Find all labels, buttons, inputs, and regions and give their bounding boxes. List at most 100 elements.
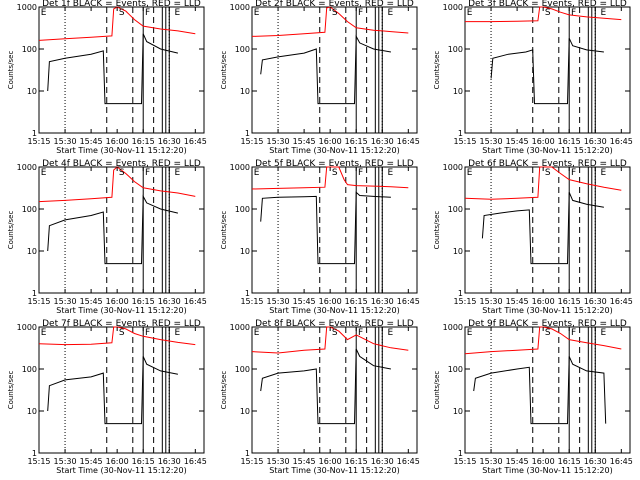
event-marker-label: E [41, 328, 47, 338]
x-tick-label: 16:00 [532, 457, 555, 466]
y-axis-label: Counts/sec [433, 51, 441, 90]
x-tick-label: 16:30 [158, 297, 181, 306]
y-tick-label: 1 [458, 129, 463, 138]
y-tick-label: 100 [448, 205, 463, 214]
y-tick-label: 100 [22, 45, 37, 54]
x-tick-label: 16:30 [371, 137, 394, 146]
x-tick-label: 16:45 [397, 457, 420, 466]
event-marker-label: F [145, 8, 150, 18]
x-tick-label: 16:15 [132, 457, 155, 466]
y-axis-label: Counts/sec [220, 371, 228, 410]
plot-frame [38, 166, 205, 294]
event-marker-label: S [545, 328, 551, 338]
y-tick-label: 1 [245, 129, 250, 138]
series-lld-line [464, 166, 622, 200]
plot-frame [464, 326, 631, 454]
x-tick-label: 16:15 [132, 297, 155, 306]
x-tick-label: 15:15 [453, 137, 476, 146]
series-events-line [490, 38, 604, 105]
event-marker-label: E [41, 168, 47, 178]
event-marker-label: F [145, 168, 150, 178]
y-tick-label: 1000 [17, 163, 37, 172]
x-tick-label: 16:45 [184, 137, 207, 146]
y-tick-label: 10 [240, 407, 250, 416]
y-axis-label: Counts/sec [7, 371, 15, 410]
x-tick-label: 15:15 [27, 297, 50, 306]
event-marker-label: S [545, 8, 551, 18]
y-tick-label: 100 [448, 45, 463, 54]
panel-title: Det 1f BLACK = Events, RED = LLD [42, 0, 201, 9]
x-tick-label: 16:30 [584, 297, 607, 306]
series-events-line [260, 348, 391, 425]
event-marker-label: S [119, 8, 125, 18]
x-tick-label: 15:30 [480, 297, 503, 306]
event-marker-label: E [254, 8, 260, 18]
x-tick-label: 16:45 [184, 297, 207, 306]
event-marker-label: E [467, 168, 473, 178]
x-tick-label: 15:45 [293, 137, 316, 146]
x-axis-label: Start Time (30-Nov-11 15:12:20) [269, 466, 399, 475]
y-tick-label: 10 [240, 87, 250, 96]
y-tick-label: 10 [453, 247, 463, 256]
x-axis-label: Start Time (30-Nov-11 15:12:20) [269, 146, 399, 155]
x-tick-label: 16:00 [106, 457, 129, 466]
series-lld-line [251, 6, 409, 37]
event-marker-label: E [254, 168, 260, 178]
event-marker-label: F [358, 328, 363, 338]
event-marker-label: E [387, 328, 393, 338]
x-tick-label: 16:45 [397, 137, 420, 146]
y-tick-label: 1000 [17, 323, 37, 332]
y-tick-label: 10 [453, 407, 463, 416]
y-tick-label: 1000 [443, 3, 463, 12]
series-lld-line [465, 6, 622, 23]
series-events-line [47, 194, 179, 265]
y-axis-label: Counts/sec [220, 211, 228, 250]
series-events-line [481, 192, 604, 265]
x-tick-label: 16:45 [610, 457, 633, 466]
plot-frame [464, 6, 631, 134]
y-axis-label: Counts/sec [7, 51, 15, 90]
y-tick-label: 1000 [230, 323, 250, 332]
series-events-line [260, 34, 391, 105]
x-tick-label: 15:45 [80, 137, 103, 146]
x-tick-label: 15:45 [293, 297, 316, 306]
x-tick-label: 16:15 [558, 457, 581, 466]
series-lld-line [38, 6, 196, 41]
y-axis-label: Counts/sec [433, 211, 441, 250]
event-marker-label: E [387, 8, 393, 18]
x-tick-label: 16:45 [610, 297, 633, 306]
x-tick-label: 15:30 [267, 297, 290, 306]
y-axis-label: Counts/sec [7, 211, 15, 250]
x-tick-label: 15:15 [453, 297, 476, 306]
x-tick-label: 16:30 [584, 457, 607, 466]
plot-frame [38, 326, 205, 454]
x-tick-label: 16:00 [319, 297, 342, 306]
y-tick-label: 1 [245, 449, 250, 458]
x-axis-label: Start Time (30-Nov-11 15:12:20) [56, 466, 186, 475]
x-tick-label: 15:30 [54, 297, 77, 306]
series-lld-line [38, 326, 196, 346]
x-tick-label: 16:30 [158, 457, 181, 466]
y-tick-label: 1000 [230, 3, 250, 12]
event-marker-label: F [358, 168, 363, 178]
x-tick-label: 16:00 [532, 137, 555, 146]
plot-frame [251, 6, 418, 134]
x-tick-label: 15:45 [506, 137, 529, 146]
y-tick-label: 100 [235, 45, 250, 54]
series-lld-line [251, 166, 409, 190]
y-tick-label: 1000 [443, 163, 463, 172]
x-tick-label: 16:30 [371, 457, 394, 466]
y-tick-label: 10 [27, 87, 37, 96]
panel-title: Det 9f BLACK = Events, RED = LLD [468, 319, 627, 329]
y-tick-label: 10 [453, 87, 463, 96]
y-tick-label: 1 [245, 289, 250, 298]
plot-frame [251, 326, 418, 454]
y-tick-label: 1000 [230, 163, 250, 172]
y-tick-label: 100 [22, 205, 37, 214]
x-tick-label: 15:15 [27, 457, 50, 466]
